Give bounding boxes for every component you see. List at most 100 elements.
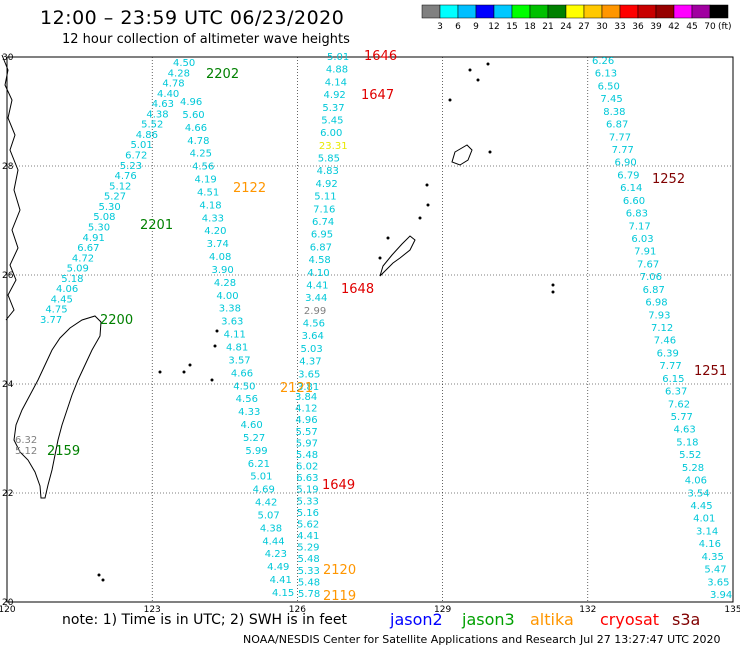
lat-tick-label: 30 (2, 53, 14, 63)
jason3-a-value: 4.72 (72, 253, 94, 264)
satellite-jason2: jason2 (390, 610, 443, 629)
legend-label: 6 (455, 22, 461, 32)
altika-value: 4.42 (255, 498, 277, 509)
altika-value: 4.25 (190, 149, 212, 160)
jason3-b-value: 5.12 (15, 446, 37, 457)
legend-swatch (457, 4, 477, 19)
s3a-1252-value: 3.54 (688, 488, 710, 499)
s3a-1252-value: 7.67 (637, 259, 659, 270)
island-dot (426, 203, 430, 207)
legend-swatch (511, 4, 531, 19)
s3a-1252-value: 3.94 (710, 590, 732, 601)
altika-b-value: 5.19 (296, 485, 318, 496)
island-dot (215, 329, 219, 333)
altika-b-value: 5.78 (298, 589, 320, 600)
s3a-1252-value: 4.06 (685, 476, 707, 487)
s3a-1646-value: 7.16 (313, 204, 335, 215)
lon-tick-label: 129 (434, 605, 451, 615)
pass-label: 2121 (280, 381, 313, 396)
island-dot (476, 78, 480, 82)
legend-swatch (673, 4, 693, 19)
s3a-1252-value: 6.83 (626, 209, 648, 220)
s3a-1646-value: 4.92 (315, 179, 337, 190)
s3a-1252-value: 3.14 (696, 526, 718, 537)
altika-b-value: 5.48 (297, 554, 319, 565)
s3a-1646-value: 3.64 (302, 331, 324, 342)
jason3-a-value: 5.23 (120, 161, 142, 172)
altika-b-value: 6.63 (296, 473, 318, 484)
s3a-1252-value: 4.63 (673, 425, 695, 436)
s3a-1646-value: 4.10 (307, 268, 329, 279)
s3a-1646-value: 3.65 (298, 369, 320, 380)
lat-tick-label: 20 (2, 598, 14, 608)
lon-tick-label: 120 (0, 605, 16, 615)
legend-label: 70 (704, 22, 716, 32)
altika-value: 4.60 (241, 420, 263, 431)
altika-b-value: 5.29 (297, 543, 319, 554)
altika-value: 4.23 (265, 549, 287, 560)
island-dot (158, 370, 162, 374)
legend-label: 3 (437, 22, 443, 32)
pass-label: 1649 (322, 478, 355, 493)
legend-label: 18 (524, 22, 536, 32)
island-dot (182, 370, 186, 374)
jason3-a-value: 5.30 (99, 202, 121, 213)
lon-tick-label: 135 (724, 605, 740, 615)
legend-label: 33 (614, 22, 625, 32)
small-islands (97, 62, 555, 582)
s3a-1252-value: 3.65 (707, 577, 729, 588)
altika-value: 4.11 (224, 330, 246, 341)
altika-b-value: 4.41 (297, 531, 319, 542)
altika-value: 4.49 (267, 562, 289, 573)
altika-value: 4.56 (192, 162, 214, 173)
s3a-1252-value: 7.62 (668, 399, 690, 410)
jason3-a-value: 6.67 (77, 243, 99, 254)
s3a-1252-value: 4.45 (690, 501, 712, 512)
s3a-1252-value: 4.35 (702, 552, 724, 563)
axis-tick-labels: 120 123 126 129 132 135 30 28 26 24 22 20 (0, 53, 740, 615)
s3a-1252-value: 6.03 (631, 234, 653, 245)
legend-swatch (619, 4, 639, 19)
s3a-1252-value: 5.18 (676, 437, 698, 448)
s3a-1646-value: 4.41 (306, 280, 328, 291)
s3a-1646-value: 6.00 (320, 128, 342, 139)
s3a-1252-value: 6.50 (598, 81, 620, 92)
altika-value: 4.96 (180, 97, 202, 108)
altika-value: 5.60 (182, 110, 204, 121)
s3a-1252-value: 7.91 (634, 247, 656, 258)
altika-value: 3.57 (228, 355, 250, 366)
s3a-1646-value: 6.87 (310, 242, 332, 253)
s3a-1646-value: 5.45 (321, 115, 343, 126)
s3a-1646-value: 5.11 (314, 192, 336, 203)
legend-label: 45 (686, 22, 697, 32)
s3a-1646-value: 5.85 (318, 154, 340, 165)
s3a-1252-value: 6.26 (592, 56, 614, 67)
amami-coast (451, 144, 473, 166)
map-frame (6, 56, 734, 603)
altika-value: 5.99 (245, 446, 267, 457)
s3a-1252-value: 7.77 (612, 145, 634, 156)
altika-value: 4.38 (260, 523, 282, 534)
footer-note: note: 1) Time is in UTC; 2) SWH is in fe… (62, 612, 348, 628)
s3a-1252-value: 6.98 (645, 298, 667, 309)
island-dot (551, 290, 555, 294)
jason3-a-value: 5.09 (67, 264, 89, 275)
island-dot (378, 256, 382, 260)
s3a-1252-value: 6.15 (662, 374, 684, 385)
altika-value: 4.78 (187, 136, 209, 147)
s3a-1646-value: 3.44 (305, 293, 327, 304)
altika-value: 3.38 (219, 304, 241, 315)
legend-swatch (439, 4, 459, 19)
altika-b-value: 5.33 (298, 566, 320, 577)
altika-value: 4.15 (272, 588, 294, 599)
legend-label: 9 (473, 22, 479, 32)
legend-label: 12 (488, 22, 499, 32)
s3a-1252-value: 6.14 (620, 183, 642, 194)
island-dot (486, 62, 490, 66)
jason3-a-value: 3.77 (40, 315, 62, 326)
satellite-altika: altika (530, 610, 574, 629)
island-dot (386, 236, 390, 240)
pass-label: 2119 (323, 589, 356, 604)
island-dot (418, 216, 422, 220)
page-subtitle: 12 hour collection of altimeter wave hei… (62, 32, 350, 47)
